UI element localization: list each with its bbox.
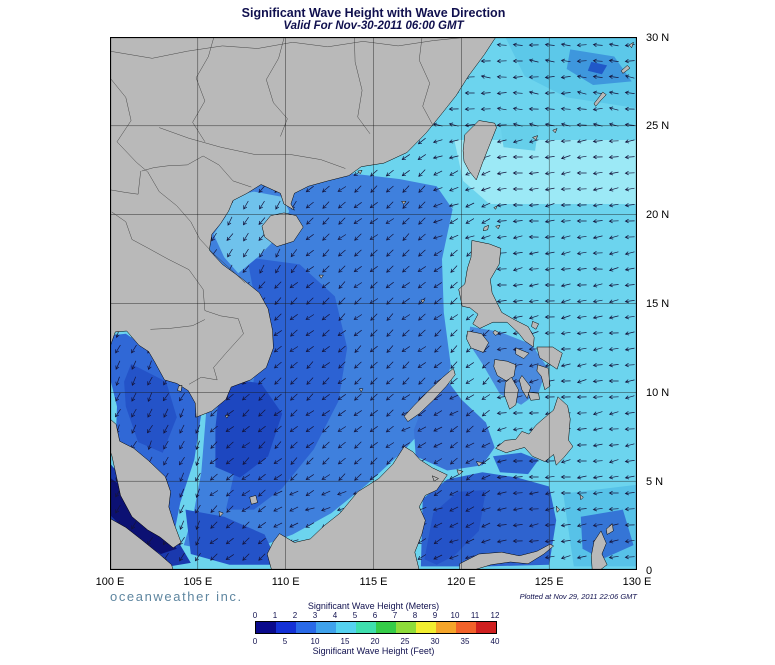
lat-label-10n: 10 N [646,386,670,399]
lat-label-25n: 25 N [646,120,670,133]
colorbar-segment-11 [476,622,496,633]
lon-label-130e: 130 E [622,576,652,588]
legend-feet-ticks: 0 5 10 15 20 25 30 35 40 [252,637,500,646]
feet-tick-25: 25 [400,637,410,646]
lat-label-20n: 20 N [646,209,670,222]
meters-tick-3: 3 [312,611,318,620]
meters-tick-12: 12 [490,611,500,620]
meters-tick-8: 8 [412,611,418,620]
chart-title: Significant Wave Height with Wave Direct… [241,6,506,20]
meters-tick-6: 6 [372,611,378,620]
lon-label-100e: 100 E [95,576,125,588]
chart-subtitle: Valid For Nov-30-2011 06:00 GMT [283,20,464,32]
colorbar-segment-1 [276,622,296,633]
meters-tick-0: 0 [252,611,258,620]
meters-tick-4: 4 [332,611,338,620]
map-canvas [110,37,637,570]
lat-label-15n: 15 N [646,298,670,310]
lon-label-110e: 110 E [271,576,300,588]
feet-tick-5: 5 [282,637,288,646]
meters-tick-10: 10 [450,611,460,620]
lat-label-5n: 5 N [646,475,664,488]
meters-tick-1: 1 [272,611,278,620]
meters-tick-5: 5 [352,611,358,620]
feet-tick-30: 30 [430,637,440,646]
plotted-timestamp: Plotted at Nov 29, 2011 22:06 GMT [519,592,637,601]
colorbar-segment-9 [436,622,456,633]
oceanweather-logo: oceanweather inc. [110,589,243,604]
lon-label-115e: 115 E [359,576,388,588]
meters-tick-2: 2 [292,611,298,620]
feet-tick-20: 20 [370,637,380,646]
meters-tick-9: 9 [432,611,438,620]
lon-label-105e: 105 E [183,576,213,588]
colorbar-segment-7 [396,622,416,633]
land-layer [110,37,634,570]
lon-label-125e: 125 E [534,576,564,588]
lat-label-0: 0 [646,564,653,577]
colorbar-segment-8 [416,622,436,633]
colorbar-segment-3 [316,622,336,633]
colorbar-segment-0 [256,622,276,633]
legend-feet-title: Significant Wave Height (Feet) [312,646,435,656]
feet-tick-40: 40 [490,637,500,646]
meters-tick-7: 7 [392,611,398,620]
lat-label-30n: 30 N [646,31,670,44]
feet-tick-0: 0 [252,637,258,646]
feet-tick-15: 15 [340,637,350,646]
meters-tick-11: 11 [470,611,480,620]
colorbar-segment-4 [336,622,356,633]
feet-tick-35: 35 [460,637,470,646]
colorbar-segment-5 [356,622,376,633]
legend-meters-title: Significant Wave Height (Meters) [307,601,440,611]
lat-lon-grid [110,37,637,570]
feet-tick-10: 10 [310,637,320,646]
legend-colorbar [255,621,497,634]
legend-meters-ticks: 0 1 2 3 4 5 6 7 8 9 10 11 12 [252,611,500,620]
map-frame [110,37,637,570]
lon-label-120e: 120 E [446,576,476,588]
colorbar-segment-10 [456,622,476,633]
colorbar-segment-6 [376,622,396,633]
colorbar-segment-2 [296,622,316,633]
